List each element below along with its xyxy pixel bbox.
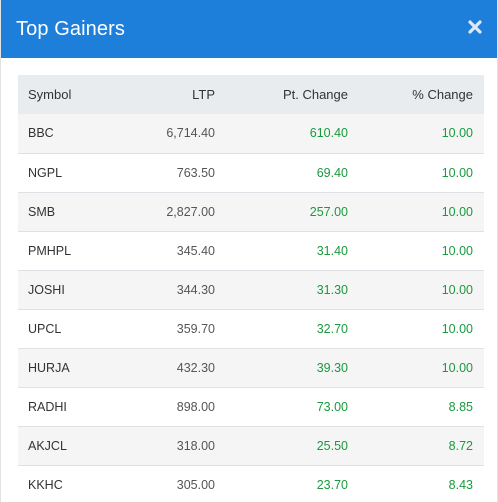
table-row[interactable]: AKJCL 318.00 25.50 8.72 [18, 426, 484, 465]
cell-pt-change: 25.50 [316, 438, 348, 453]
cell-pt-change: 69.40 [316, 165, 348, 180]
cell-symbol: UPCL [28, 321, 62, 336]
column-header-pct-change[interactable]: % Change [412, 87, 473, 102]
cell-symbol: JOSHI [28, 282, 65, 297]
cell-pt-change: 31.30 [316, 282, 348, 297]
cell-symbol: SMB [28, 204, 56, 219]
gainers-table-wrap: Symbol LTP Pt. Change % Change BBC 6,714.… [18, 75, 484, 502]
cell-ltp: 2,827.00 [166, 204, 215, 219]
cell-symbol: AKJCL [28, 438, 67, 453]
table-row[interactable]: UPCL 359.70 32.70 10.00 [18, 309, 484, 348]
cell-pt-change: 39.30 [316, 360, 348, 375]
table-row[interactable]: PMHPL 345.40 31.40 10.00 [18, 231, 484, 270]
table-header-row: Symbol LTP Pt. Change % Change [18, 75, 484, 114]
cell-pct-change: 10.00 [441, 321, 473, 336]
table-row[interactable]: KKHC 305.00 23.70 8.43 [18, 465, 484, 502]
modal-title: Top Gainers [16, 17, 125, 40]
cell-ltp: 432.30 [176, 360, 215, 375]
cell-symbol: HURJA [28, 360, 70, 375]
gainers-table: Symbol LTP Pt. Change % Change BBC 6,714.… [18, 75, 484, 502]
cell-pct-change: 10.00 [441, 165, 473, 180]
table-row[interactable]: BBC 6,714.40 610.40 10.00 [18, 114, 484, 153]
table-row[interactable]: JOSHI 344.30 31.30 10.00 [18, 270, 484, 309]
cell-pct-change: 10.00 [441, 126, 473, 141]
cell-pt-change: 23.70 [316, 477, 348, 492]
cell-symbol: NGPL [28, 165, 63, 180]
cell-symbol: BBC [28, 126, 54, 141]
close-icon[interactable] [467, 19, 483, 35]
cell-pct-change: 10.00 [441, 204, 473, 219]
column-header-pt-change[interactable]: Pt. Change [282, 87, 348, 102]
cell-pt-change: 32.70 [316, 321, 348, 336]
cell-ltp: 898.00 [176, 399, 215, 414]
table-row[interactable]: NGPL 763.50 69.40 10.00 [18, 153, 484, 192]
cell-symbol: KKHC [28, 477, 63, 492]
modal-header: Top Gainers [1, 0, 497, 58]
cell-symbol: RADHI [28, 399, 67, 414]
cell-ltp: 345.40 [176, 243, 215, 258]
cell-pct-change: 8.85 [448, 399, 473, 414]
cell-ltp: 318.00 [176, 438, 215, 453]
table-row[interactable]: SMB 2,827.00 257.00 10.00 [18, 192, 484, 231]
cell-pct-change: 10.00 [441, 243, 473, 258]
table-row[interactable]: HURJA 432.30 39.30 10.00 [18, 348, 484, 387]
cell-ltp: 305.00 [176, 477, 215, 492]
cell-pct-change: 8.43 [448, 477, 473, 492]
cell-pct-change: 10.00 [441, 360, 473, 375]
cell-ltp: 6,714.40 [166, 126, 215, 141]
cell-pt-change: 31.40 [316, 243, 348, 258]
cell-ltp: 359.70 [176, 321, 215, 336]
cell-ltp: 344.30 [176, 282, 215, 297]
column-header-ltp[interactable]: LTP [192, 87, 215, 102]
table-row[interactable]: RADHI 898.00 73.00 8.85 [18, 387, 484, 426]
column-header-symbol[interactable]: Symbol [28, 87, 72, 102]
cell-symbol: PMHPL [28, 243, 72, 258]
cell-pt-change: 610.40 [309, 126, 348, 141]
cell-ltp: 763.50 [176, 165, 215, 180]
cell-pct-change: 10.00 [441, 282, 473, 297]
cell-pt-change: 257.00 [309, 204, 348, 219]
cell-pct-change: 8.72 [448, 438, 473, 453]
cell-pt-change: 73.00 [316, 399, 348, 414]
